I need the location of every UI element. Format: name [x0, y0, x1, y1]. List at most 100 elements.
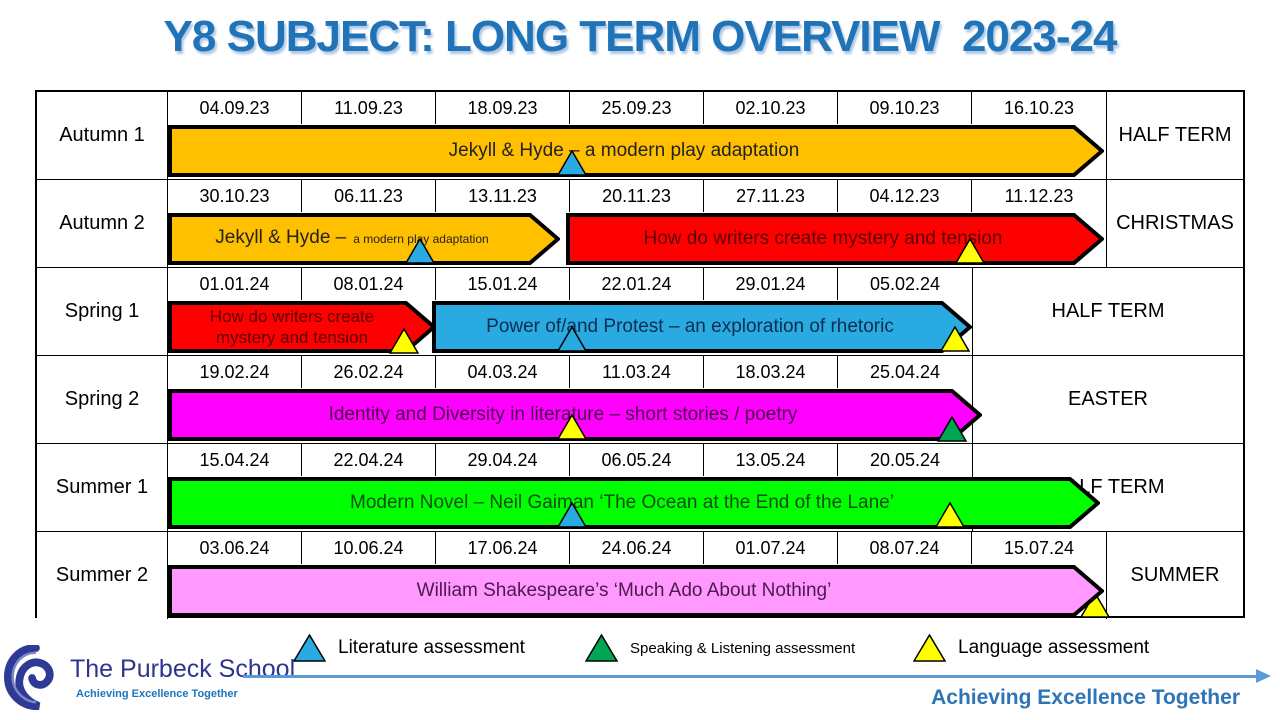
week-date: 15.01.24 — [436, 268, 570, 300]
week-date: 13.05.24 — [704, 444, 838, 476]
legend-label: Speaking & Listening assessment — [630, 639, 856, 657]
literature-assessment-marker-icon — [405, 238, 435, 264]
page-title: Y8 SUBJECT: LONG TERM OVERVIEW 2023-24 — [163, 12, 1118, 61]
overview-table: Autumn 1 04.09.23 11.09.23 18.09.23 25.0… — [35, 90, 1245, 620]
week-date: 30.10.23 — [168, 180, 302, 212]
week-date: 18.03.24 — [704, 356, 838, 388]
week-date: 29.01.24 — [704, 268, 838, 300]
language-assessment-marker-icon — [935, 502, 965, 528]
week-dates: 01.01.24 08.01.24 15.01.24 22.01.24 29.0… — [168, 268, 972, 300]
legend-label: Language assessment — [958, 637, 1150, 658]
term-label: Summer 1 — [37, 444, 168, 531]
school-name: The Purbeck School — [70, 655, 296, 683]
legend-item-literature: Literature assessment — [293, 634, 525, 662]
legend: Literature assessment Speaking & Listeni… — [0, 630, 1280, 670]
week-date: 06.05.24 — [570, 444, 704, 476]
week-date: 11.12.23 — [1004, 185, 1074, 206]
week-date: 24.06.24 — [570, 532, 704, 564]
week-date: 17.06.24 — [436, 532, 570, 564]
term-label: Spring 1 — [37, 268, 168, 355]
literature-assessment-marker-icon — [557, 326, 587, 352]
unit-banner: Jekyll & Hyde – a modern play adaptation — [168, 125, 1104, 177]
week-dates: 04.09.23 11.09.23 18.09.23 25.09.23 02.1… — [168, 92, 1106, 124]
unit-banner: Jekyll & Hyde – a modern play adaptation — [168, 213, 560, 265]
unit-banner: Power of/and Protest – an exploration of… — [432, 301, 972, 353]
term-row-spring2: Spring 2 19.02.24 26.02.24 04.03.24 11.0… — [37, 356, 1243, 444]
unit-banner-label: How do writers create mystery and tensio… — [643, 228, 1003, 249]
school-logo — [4, 645, 54, 710]
week-date: 22.04.24 — [302, 444, 436, 476]
term-row-spring1: Spring 1 01.01.24 08.01.24 15.01.24 22.0… — [37, 268, 1243, 356]
unit-banner-label: Jekyll & Hyde – a modern play adaptation — [174, 213, 530, 265]
footer-divider-line — [243, 675, 1257, 678]
unit-banner: William Shakespeare’s ‘Much Ado About No… — [168, 565, 1104, 617]
week-date: 15.07.24 — [1003, 537, 1075, 558]
term-label: Summer 2 — [37, 532, 168, 619]
week-date: 29.04.24 — [436, 444, 570, 476]
week-date: 01.07.24 — [704, 532, 838, 564]
unit-banner: Modern Novel – Neil Gaiman ‘The Ocean at… — [168, 477, 1100, 529]
unit-banner-label: Power of/and Protest – an exploration of… — [486, 316, 894, 337]
language-assessment-icon — [913, 634, 946, 662]
literature-assessment-icon — [293, 634, 326, 662]
week-dates: 15.04.24 22.04.24 29.04.24 06.05.24 13.0… — [168, 444, 972, 476]
school-tagline: Achieving Excellence Together — [76, 688, 238, 700]
legend-label: Literature assessment — [338, 637, 525, 658]
week-date: 08.01.24 — [302, 268, 436, 300]
week-date: 11.03.24 — [570, 356, 704, 388]
week-date: 05.02.24 — [869, 273, 941, 294]
week-dates: 30.10.23 06.11.23 13.11.23 20.11.23 27.1… — [168, 180, 1106, 212]
week-date: 25.04.24 — [869, 361, 941, 382]
unit-banner: Identity and Diversity in literature – s… — [168, 389, 982, 441]
speaking-assessment-icon — [585, 634, 618, 662]
week-date: 04.03.24 — [436, 356, 570, 388]
week-date: 01.01.24 — [168, 268, 302, 300]
language-assessment-marker-icon — [955, 238, 985, 264]
unit-banner-label: How do writers create mystery and tensio… — [209, 306, 375, 347]
unit-banner-label: Jekyll & Hyde – a modern play adaptation — [448, 140, 800, 161]
week-date: 20.05.24 — [869, 449, 941, 470]
week-date: 08.07.24 — [838, 532, 972, 564]
week-date: 04.12.23 — [838, 180, 972, 212]
holiday-cell: SUMMER — [1106, 532, 1243, 619]
legend-item-speaking: Speaking & Listening assessment — [585, 634, 855, 662]
week-date: 16.10.23 — [1003, 97, 1075, 118]
literature-assessment-marker-icon — [557, 150, 587, 176]
term-label: Autumn 1 — [37, 92, 168, 179]
holiday-cell: HALF TERM — [972, 268, 1243, 355]
week-date: 06.11.23 — [302, 180, 436, 212]
holiday-cell: CHRISTMAS — [1106, 180, 1243, 267]
language-assessment-marker-icon — [940, 326, 970, 352]
week-date: 02.10.23 — [704, 92, 838, 124]
unit-banner-label: William Shakespeare’s ‘Much Ado About No… — [416, 580, 832, 601]
week-dates: 19.02.24 26.02.24 04.03.24 11.03.24 18.0… — [168, 356, 972, 388]
week-date: 10.06.24 — [302, 532, 436, 564]
week-date: 03.06.24 — [168, 532, 302, 564]
week-dates: 03.06.24 10.06.24 17.06.24 24.06.24 01.0… — [168, 532, 1106, 564]
term-row-autumn1: Autumn 1 04.09.23 11.09.23 18.09.23 25.0… — [37, 92, 1243, 180]
language-assessment-marker-icon — [389, 328, 419, 354]
unit-banner: How do writers create mystery and tensio… — [566, 213, 1104, 265]
unit-banner-label-main: Jekyll & Hyde – — [215, 227, 347, 248]
unit-banner-label: Modern Novel – Neil Gaiman ‘The Ocean at… — [350, 492, 894, 513]
footer-motto: Achieving Excellence Together — [931, 686, 1240, 709]
week-date: 18.09.23 — [436, 92, 570, 124]
week-date: 19.02.24 — [168, 356, 302, 388]
term-label: Autumn 2 — [37, 180, 168, 267]
legend-item-language: Language assessment — [913, 634, 1149, 662]
unit-banner: How do writers create mystery and tensio… — [168, 301, 436, 353]
week-date: 25.09.23 — [570, 92, 704, 124]
term-row-autumn2: Autumn 2 30.10.23 06.11.23 13.11.23 20.1… — [37, 180, 1243, 268]
footer-arrow-icon — [1256, 669, 1271, 683]
holiday-cell: HALF TERM — [1106, 92, 1243, 179]
language-assessment-marker-icon — [557, 414, 587, 440]
week-date: 22.01.24 — [570, 268, 704, 300]
speaking-assessment-marker-icon — [937, 416, 967, 442]
literature-assessment-marker-icon — [557, 502, 587, 528]
unit-banner-label-sub: a modern play adaptation — [353, 232, 489, 246]
term-row-summer1: Summer 1 15.04.24 22.04.24 29.04.24 06.0… — [37, 444, 1243, 532]
week-date: 04.09.23 — [168, 92, 302, 124]
week-date: 26.02.24 — [302, 356, 436, 388]
term-row-summer2: Summer 2 03.06.24 10.06.24 17.06.24 24.0… — [37, 532, 1243, 620]
week-date: 13.11.23 — [436, 180, 570, 212]
